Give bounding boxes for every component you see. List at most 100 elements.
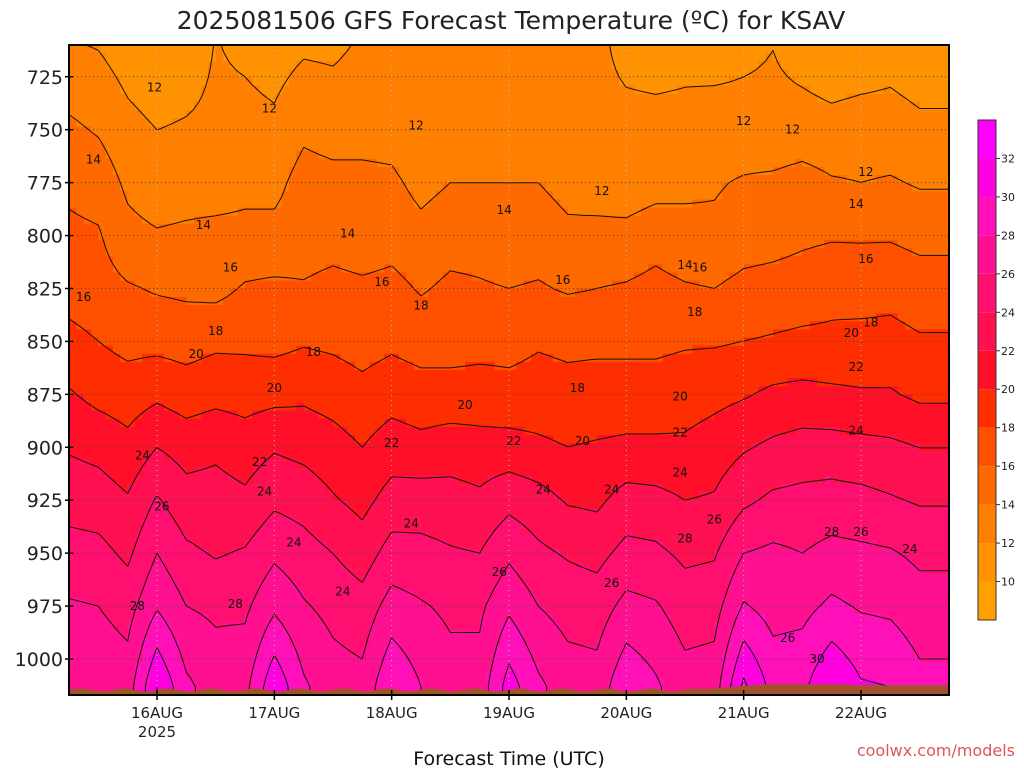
field-cell bbox=[435, 166, 444, 176]
field-cell bbox=[98, 118, 107, 127]
field-cell bbox=[919, 110, 928, 119]
field-cell bbox=[553, 158, 562, 168]
field-cell bbox=[861, 248, 870, 257]
field-cell bbox=[604, 77, 613, 87]
field-cell bbox=[120, 77, 129, 87]
field-cell bbox=[567, 142, 576, 152]
field-cell bbox=[619, 191, 628, 201]
field-cell bbox=[809, 353, 818, 363]
field-cell bbox=[215, 378, 224, 387]
field-cell bbox=[795, 207, 804, 217]
field-cell bbox=[105, 361, 114, 371]
field-cell bbox=[127, 175, 136, 184]
field-cell bbox=[142, 191, 151, 201]
field-cell bbox=[934, 53, 943, 62]
field-cell bbox=[296, 61, 305, 71]
field-cell bbox=[905, 158, 914, 168]
field-cell bbox=[751, 101, 760, 111]
field-cell bbox=[611, 256, 620, 266]
field-cell bbox=[883, 223, 892, 233]
field-cell bbox=[186, 231, 195, 241]
field-cell bbox=[633, 223, 642, 233]
field-cell bbox=[399, 207, 408, 217]
field-cell bbox=[318, 191, 327, 201]
field-cell bbox=[69, 248, 78, 257]
field-cell bbox=[296, 345, 305, 355]
field-cell bbox=[912, 361, 921, 371]
field-cell bbox=[98, 329, 107, 339]
field-cell bbox=[479, 215, 488, 225]
field-cell bbox=[142, 321, 151, 331]
field-cell bbox=[230, 199, 239, 209]
field-cell bbox=[259, 321, 268, 331]
field-cell bbox=[604, 142, 613, 152]
field-cell bbox=[538, 370, 547, 379]
field-cell bbox=[802, 69, 811, 79]
field-cell bbox=[267, 142, 276, 152]
field-cell bbox=[846, 361, 855, 371]
field-cell bbox=[670, 313, 679, 322]
field-cell bbox=[157, 85, 166, 95]
field-cell bbox=[890, 353, 899, 363]
field-cell bbox=[714, 77, 723, 87]
field-cell bbox=[333, 223, 342, 233]
field-cell bbox=[604, 134, 613, 144]
field-cell bbox=[699, 110, 708, 119]
field-cell bbox=[369, 85, 378, 95]
field-cell bbox=[267, 248, 276, 257]
field-cell bbox=[773, 150, 782, 160]
field-cell bbox=[303, 77, 312, 87]
field-cell bbox=[721, 53, 730, 62]
field-cell bbox=[355, 329, 364, 339]
field-cell bbox=[773, 223, 782, 233]
field-cell bbox=[443, 223, 452, 233]
field-cell bbox=[274, 361, 283, 371]
field-cell bbox=[567, 191, 576, 201]
field-cell bbox=[582, 272, 591, 282]
field-cell bbox=[105, 231, 114, 241]
field-cell bbox=[362, 183, 371, 192]
field-cell bbox=[105, 134, 114, 144]
field-cell bbox=[157, 288, 166, 298]
field-cell bbox=[641, 158, 650, 168]
field-cell bbox=[267, 166, 276, 176]
field-cell bbox=[296, 53, 305, 62]
field-cell bbox=[472, 223, 481, 233]
field-cell bbox=[406, 296, 415, 306]
field-cell bbox=[912, 199, 921, 209]
field-cell bbox=[289, 280, 298, 290]
field-cell bbox=[142, 93, 151, 103]
field-cell bbox=[98, 305, 107, 314]
field-cell bbox=[516, 264, 525, 274]
field-cell bbox=[523, 85, 532, 95]
field-cell bbox=[897, 353, 906, 363]
field-cell bbox=[289, 223, 298, 233]
field-cell bbox=[692, 215, 701, 225]
field-cell bbox=[83, 345, 92, 355]
field-cell bbox=[494, 85, 503, 95]
field-cell bbox=[787, 85, 796, 95]
field-cell bbox=[670, 337, 679, 347]
field-cell bbox=[758, 337, 767, 347]
field-cell bbox=[912, 231, 921, 241]
field-cell bbox=[157, 53, 166, 62]
field-cell bbox=[758, 93, 767, 103]
field-cell bbox=[179, 101, 188, 111]
field-cell bbox=[391, 199, 400, 209]
field-cell bbox=[105, 256, 114, 266]
field-cell bbox=[575, 280, 584, 290]
field-cell bbox=[369, 215, 378, 225]
field-cell bbox=[531, 150, 540, 160]
field-cell bbox=[861, 223, 870, 233]
field-cell bbox=[633, 77, 642, 87]
field-cell bbox=[846, 158, 855, 168]
field-cell bbox=[824, 240, 833, 249]
field-cell bbox=[941, 85, 949, 95]
field-cell bbox=[347, 126, 356, 136]
field-cell bbox=[245, 175, 254, 184]
field-cell bbox=[846, 183, 855, 192]
field-cell bbox=[633, 248, 642, 257]
field-cell bbox=[435, 370, 444, 379]
field-cell bbox=[758, 313, 767, 322]
field-cell bbox=[303, 61, 312, 71]
